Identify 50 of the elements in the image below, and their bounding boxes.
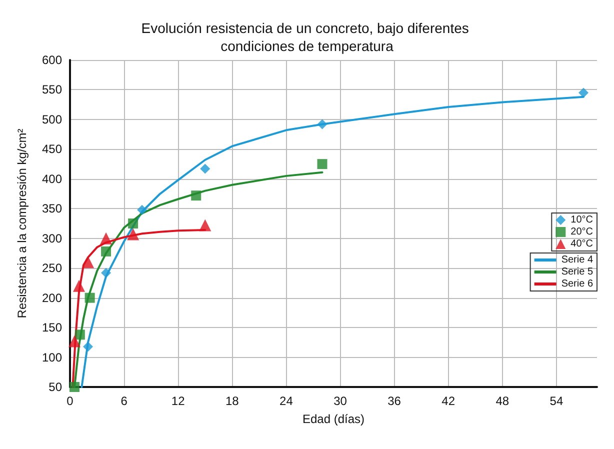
x-tick-label: 48	[496, 394, 510, 408]
y-tick-label: 500	[42, 112, 62, 126]
y-tick-label: 550	[42, 82, 62, 97]
point	[200, 164, 210, 174]
legend-label: 40°C	[570, 238, 593, 250]
point	[191, 190, 202, 201]
legend-label: Serie 6	[561, 278, 594, 290]
x-tick-label: 6	[120, 394, 128, 408]
point	[74, 330, 85, 340]
y-tick-label: 150	[42, 320, 62, 335]
y-tick-label: 200	[42, 290, 62, 305]
y-tick-label: 600	[42, 53, 62, 67]
x-tick-label: 12	[171, 394, 186, 408]
point	[68, 335, 81, 348]
point	[127, 228, 140, 240]
point	[101, 268, 112, 278]
legend-label: 10°C	[570, 214, 593, 226]
point	[128, 218, 138, 228]
x-tick-label: 24	[280, 394, 294, 408]
point	[578, 88, 588, 98]
point	[83, 342, 94, 352]
y-tick-label: 350	[42, 202, 62, 216]
point	[84, 292, 95, 303]
y-tick-label: 300	[42, 231, 62, 246]
x-tick-label: 42	[442, 394, 456, 408]
x-axis-title: Edad (días)	[302, 412, 365, 426]
point	[73, 280, 86, 292]
point	[199, 219, 212, 232]
y-tick-label: 400	[42, 172, 62, 186]
legend-label: Serie 5	[561, 266, 594, 278]
x-tick-label: 30	[334, 394, 348, 408]
y-tick-label: 250	[42, 261, 62, 276]
x-tick-label: 54	[550, 394, 564, 408]
point	[317, 159, 328, 170]
y-tick-label: 50	[48, 380, 62, 394]
y-axis-title: Resistencia a la compresión kg/cm²	[15, 128, 29, 318]
chart-title: Evolución resistencia de un concreto, bajo diferentes condiciones de temperatura	[141, 20, 473, 54]
x-tick-label: 0	[66, 394, 74, 408]
y-tick-label: 100	[42, 350, 62, 364]
point	[317, 119, 328, 130]
x-tick-label: 18	[225, 394, 240, 408]
point	[137, 204, 148, 215]
point	[100, 232, 112, 244]
point	[101, 246, 112, 256]
legend-label: 20°C	[570, 226, 593, 238]
x-tick-label: 36	[388, 394, 402, 408]
y-tick-label: 450	[42, 142, 62, 156]
point	[70, 382, 80, 392]
point	[82, 256, 94, 268]
legend-label: Serie 4	[561, 254, 594, 266]
